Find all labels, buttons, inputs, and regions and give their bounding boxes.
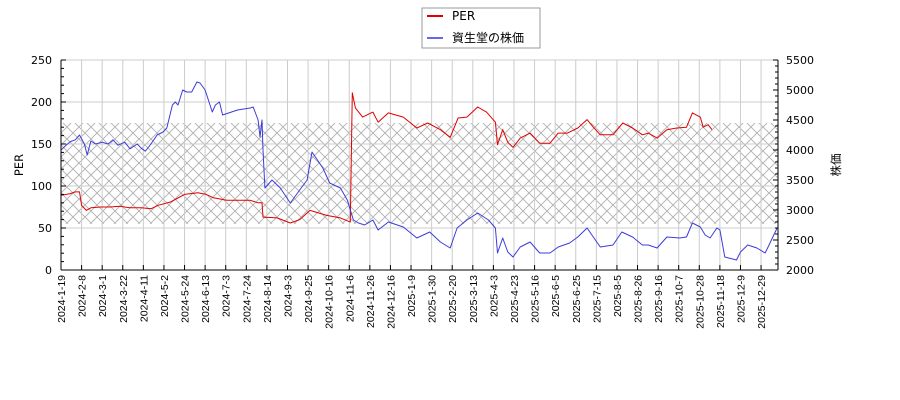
x-tick-label: 2025-5-16 — [530, 275, 542, 323]
y-tick-label-left: 100 — [31, 180, 52, 193]
x-tick-label: 2024-3-1 — [97, 275, 109, 317]
y-tick-label-right: 5500 — [786, 54, 814, 67]
tick-marks — [60, 59, 778, 271]
y-tick-label-right: 3000 — [786, 204, 814, 217]
x-tick-label: 2024-9-25 — [303, 275, 315, 323]
x-tick-label: 2025-2-20 — [447, 275, 459, 323]
x-tick-label: 2025-11-18 — [715, 275, 727, 328]
shaded-band — [61, 123, 778, 224]
x-tick-label: 2024-11-6 — [344, 275, 356, 322]
x-tick-label: 2024-4-11 — [138, 275, 150, 322]
y-tick-label-right: 2000 — [786, 264, 814, 277]
x-tick-label: 2025-8-5 — [612, 275, 624, 317]
x-tick-label: 2024-10-16 — [324, 275, 336, 329]
x-tick-label: 2024-3-22 — [118, 275, 130, 323]
plot-series — [61, 81, 778, 261]
x-tick-label: 2024-1-19 — [56, 275, 68, 323]
x-tick-label: 2024-8-14 — [262, 275, 274, 323]
x-tick-label: 2024-2-8 — [77, 275, 89, 317]
x-tick-label: 2025-6-5 — [550, 275, 562, 317]
x-tick-label: 2024-7-3 — [221, 275, 233, 317]
x-tick-label: 2025-10-28 — [694, 275, 706, 329]
x-tick-label: 2024-7-24 — [241, 275, 253, 323]
x-tick-label: 2024-6-13 — [200, 275, 212, 323]
y-tick-label-right: 5000 — [786, 84, 814, 97]
x-tick-label: 2025-10-7 — [674, 275, 686, 323]
y-axis-right-title: 株価 — [829, 154, 843, 177]
x-tick-label: 2024-5-24 — [180, 275, 192, 323]
y-tick-label-left: 200 — [31, 96, 52, 109]
x-tick-label: 2025-1-30 — [427, 275, 439, 323]
x-tick-label: 2025-8-26 — [633, 275, 645, 323]
y-tick-label-left: 50 — [38, 222, 52, 235]
x-tick-label: 2024-12-16 — [385, 275, 397, 329]
x-tick-label: 2025-1-9 — [406, 275, 418, 317]
legend-box — [421, 7, 541, 49]
x-tick-label: 2024-5-2 — [159, 275, 171, 317]
x-tick-label: 2025-12-9 — [735, 275, 747, 323]
y-tick-label-right: 4000 — [786, 144, 814, 157]
x-tick-label: 2024-9-3 — [282, 275, 294, 317]
y-axis-left-title: PER — [12, 154, 26, 176]
stock-price-line — [61, 81, 778, 261]
x-tick-label: 2025-4-23 — [509, 275, 521, 323]
x-tick-label: 2025-4-3 — [488, 275, 500, 317]
y-tick-label-left: 150 — [31, 138, 52, 151]
x-tick-label: 2025-9-16 — [653, 275, 665, 323]
y-tick-label-right: 4500 — [786, 114, 814, 127]
y-tick-label-left: 0 — [45, 264, 52, 277]
legend-label-per: PER — [452, 9, 475, 23]
x-tick-label: 2025-12-29 — [756, 275, 768, 329]
grid-lines — [61, 59, 778, 270]
y-tick-label-right: 3500 — [786, 174, 814, 187]
x-tick-label: 2025-3-13 — [468, 275, 480, 323]
x-tick-label: 2025-6-25 — [571, 275, 583, 323]
cross-hatch-band — [61, 123, 778, 224]
legend-label-stock-price: 資生堂の株価 — [452, 30, 524, 45]
x-tick-label: 2025-7-15 — [591, 275, 603, 323]
legend: PER 資生堂の株価 — [421, 7, 541, 49]
tick-labels: 0 50 100 150 200 250 2000 2500 3000 3500 4000 4500 5… — [31, 54, 814, 329]
per-line — [61, 92, 713, 224]
x-tick-label: 2024-11-26 — [365, 275, 377, 328]
y-tick-label-right: 2500 — [786, 234, 814, 247]
y-tick-label-left: 250 — [31, 54, 52, 67]
